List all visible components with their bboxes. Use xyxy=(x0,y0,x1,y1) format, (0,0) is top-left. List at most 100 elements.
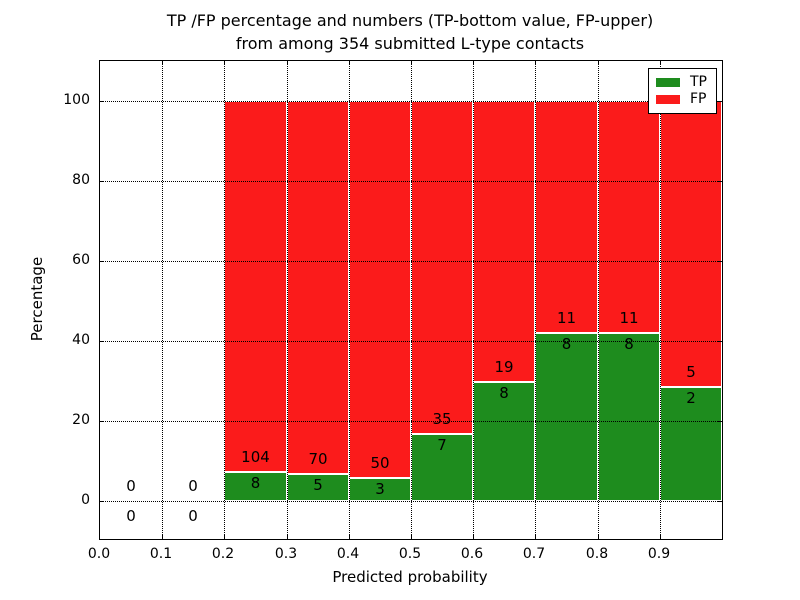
v-gridline xyxy=(660,61,661,539)
fp-count-label: 70 xyxy=(308,450,328,468)
fp-bar-segment xyxy=(660,101,722,387)
x-tick-label: 0.4 xyxy=(336,546,360,562)
x-tick-mark xyxy=(224,61,225,65)
v-gridline xyxy=(224,61,225,539)
x-tick-label: 0.3 xyxy=(274,546,298,562)
tp-bar-segment xyxy=(411,434,473,501)
tp-bar-segment xyxy=(473,382,535,501)
x-tick-mark xyxy=(349,61,350,65)
plot-area: TP FP 0 0 0 0 104 8 70 5 50 3 35 7 19 8 11 8 11 8 5 2 xyxy=(99,60,723,540)
y-tick-mark xyxy=(718,261,722,262)
y-tick-label: 60 xyxy=(72,252,90,268)
x-tick-mark xyxy=(535,535,536,539)
tp-count-label: 8 xyxy=(561,335,572,353)
y-tick-mark xyxy=(100,101,104,102)
chart-title: TP /FP percentage and numbers (TP-bottom… xyxy=(99,9,721,55)
tp-count-label: 8 xyxy=(250,474,261,492)
y-tick-mark xyxy=(100,501,104,502)
tp-count-label: 8 xyxy=(499,384,509,402)
y-tick-mark xyxy=(718,181,722,182)
fp-count-label: 50 xyxy=(370,454,390,472)
tp-count-label: 8 xyxy=(624,335,634,353)
fp-legend-label: FP xyxy=(690,91,707,107)
v-gridline xyxy=(287,61,288,539)
tp-bar-segment xyxy=(287,474,349,501)
x-tick-mark xyxy=(473,535,474,539)
fp-count-label: 11 xyxy=(556,309,577,327)
chart-title-line1: TP /FP percentage and numbers (TP-bottom… xyxy=(166,11,654,30)
x-tick-mark xyxy=(349,535,350,539)
fp-bar-segment xyxy=(287,101,349,474)
x-tick-mark xyxy=(535,61,536,65)
y-tick-label: 80 xyxy=(72,172,90,188)
fp-count-label: 11 xyxy=(619,309,639,327)
y-tick-mark xyxy=(718,101,722,102)
tp-bar-segment xyxy=(598,333,660,501)
x-tick-mark xyxy=(598,61,599,65)
fp-bar-segment xyxy=(535,101,598,333)
fp-count-label: 5 xyxy=(686,363,696,381)
x-tick-mark xyxy=(660,61,661,65)
x-tick-mark xyxy=(411,535,412,539)
x-tick-mark xyxy=(598,535,599,539)
x-tick-mark xyxy=(473,61,474,65)
tp-legend-label: TP xyxy=(690,74,707,90)
fp-count-label: 104 xyxy=(241,448,270,466)
v-gridline xyxy=(349,61,350,539)
fp-count-label: 0 xyxy=(126,477,136,495)
tp-count-label: 5 xyxy=(313,476,323,494)
x-tick-mark xyxy=(162,61,163,65)
tp-bar-segment xyxy=(660,387,722,501)
x-tick-label: 0.1 xyxy=(149,546,173,562)
x-tick-label: 0.6 xyxy=(460,546,484,562)
tp-legend-swatch xyxy=(656,78,680,87)
tp-bar-segment xyxy=(224,472,287,501)
tp-count-label: 7 xyxy=(437,436,447,454)
x-axis-label: Predicted probability xyxy=(332,568,488,586)
fp-bar-segment xyxy=(411,101,473,434)
chart-title-line2: from among 354 submitted L-type contacts xyxy=(235,34,585,53)
tp-count-label: 2 xyxy=(686,389,696,407)
fp-bar-segment xyxy=(473,101,535,382)
fp-bar-segment xyxy=(598,101,660,333)
x-tick-mark xyxy=(162,535,163,539)
v-gridline xyxy=(162,61,163,539)
tp-bar-segment xyxy=(535,333,598,501)
y-tick-label: 40 xyxy=(72,332,90,348)
y-axis-label: Percentage xyxy=(28,256,46,342)
x-tick-label: 0.5 xyxy=(398,546,422,562)
y-tick-mark xyxy=(100,421,104,422)
y-tick-mark xyxy=(718,421,722,422)
x-tick-mark xyxy=(411,61,412,65)
legend-item-fp: FP xyxy=(656,91,707,108)
x-tick-label: 0.9 xyxy=(647,546,671,562)
v-gridline xyxy=(535,61,536,539)
v-gridline xyxy=(598,61,599,539)
x-tick-mark xyxy=(287,61,288,65)
x-tick-label: 0.2 xyxy=(211,546,235,562)
y-tick-mark xyxy=(718,501,722,502)
legend-item-tp: TP xyxy=(656,74,707,91)
y-tick-mark xyxy=(100,261,104,262)
tp-count-label: 0 xyxy=(126,507,136,525)
fp-legend-swatch xyxy=(656,95,680,104)
x-tick-label: 0.8 xyxy=(585,546,609,562)
tp-count-label: 3 xyxy=(375,480,385,498)
fp-bar-segment xyxy=(349,101,411,478)
x-tick-mark xyxy=(660,535,661,539)
fp-count-label: 35 xyxy=(432,410,452,428)
x-tick-label: 0.0 xyxy=(87,546,111,562)
fp-count-label: 19 xyxy=(494,358,514,376)
x-tick-label: 0.7 xyxy=(522,546,546,562)
y-tick-mark xyxy=(100,341,104,342)
v-gridline xyxy=(473,61,474,539)
y-tick-label: 20 xyxy=(72,412,90,428)
fp-count-label: 0 xyxy=(188,477,198,495)
v-gridline xyxy=(411,61,412,539)
y-tick-mark xyxy=(718,341,722,342)
y-tick-mark xyxy=(100,181,104,182)
legend: TP FP xyxy=(648,68,717,114)
x-tick-mark xyxy=(287,535,288,539)
tp-count-label: 0 xyxy=(188,507,198,525)
